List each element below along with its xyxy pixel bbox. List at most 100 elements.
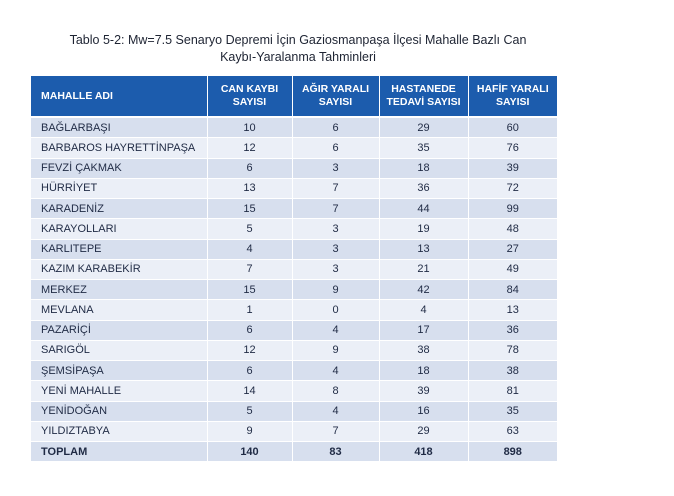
cell-can-kaybi: 6: [207, 360, 293, 382]
cell-hastanede-tedavi: 38: [379, 340, 469, 362]
cell-hastanede-tedavi: 19: [379, 218, 469, 240]
cell-can-kaybi: 5: [207, 401, 293, 422]
cell-mahalle: PAZARİÇİ: [31, 320, 208, 341]
table-body: BAĞLARBAŞI 10 6 29 60 BARBAROS HAYRETTİNPAŞA 1…: [31, 117, 557, 463]
cell-agir-yarali: 4: [292, 401, 380, 422]
cell-mahalle: SARIGÖL: [31, 340, 208, 362]
cell-hafif-yarali: 84: [468, 279, 557, 301]
header-mahalle: MAHALLE ADI: [31, 76, 208, 118]
cell-hafif-yarali: 49: [468, 259, 557, 281]
cell-hafif-yarali: 99: [468, 198, 557, 220]
cell-agir-yarali: 6: [292, 137, 380, 159]
cell-mahalle: FEVZİ ÇAKMAK: [31, 158, 208, 179]
table-row: BAĞLARBAŞI 10 6 29 60: [31, 117, 557, 139]
cell-hafif-yarali: 27: [468, 239, 557, 260]
cell-agir-yarali: 4: [292, 360, 380, 382]
cell-hafif-yarali: 38: [468, 360, 557, 382]
cell-can-kaybi: 6: [207, 158, 293, 179]
total-cell-hafif-yarali: 898: [468, 441, 557, 463]
cell-can-kaybi: 10: [207, 117, 293, 139]
cell-can-kaybi: 6: [207, 320, 293, 341]
table-caption: Tablo 5-2: Mw=7.5 Senaryo Depremi İçin G…: [38, 32, 558, 66]
cell-hafif-yarali: 81: [468, 380, 557, 402]
cell-hafif-yarali: 35: [468, 401, 557, 422]
cell-mahalle: ŞEMSİPAŞA: [31, 360, 208, 382]
cell-hastanede-tedavi: 17: [379, 320, 469, 341]
cell-mahalle: MEVLANA: [31, 299, 208, 321]
cell-hastanede-tedavi: 4: [379, 299, 469, 321]
table-row: KARADENİZ 15 7 44 99: [31, 198, 557, 220]
cell-mahalle: KAZIM KARABEKİR: [31, 259, 208, 281]
caption-line-2: Kaybı-Yaralanma Tahminleri: [220, 50, 376, 64]
table-row: MEVLANA 1 0 4 13: [31, 299, 557, 321]
cell-can-kaybi: 1: [207, 299, 293, 321]
cell-hastanede-tedavi: 29: [379, 117, 469, 139]
cell-can-kaybi: 12: [207, 137, 293, 159]
total-cell-hastanede-tedavi: 418: [379, 441, 469, 463]
cell-hastanede-tedavi: 35: [379, 137, 469, 159]
cell-can-kaybi: 13: [207, 178, 293, 200]
header-hastanede-tedavi: HASTANEDE TEDAVİ SAYISI: [379, 76, 469, 118]
table-header: MAHALLE ADI CAN KAYBI SAYISI AĞIR YARALI S…: [31, 76, 557, 118]
cell-hastanede-tedavi: 18: [379, 158, 469, 179]
total-row: TOPLAM 140 83 418 898: [31, 441, 557, 463]
cell-hafif-yarali: 78: [468, 340, 557, 362]
cell-agir-yarali: 3: [292, 239, 380, 260]
table-row: MERKEZ 15 9 42 84: [31, 279, 557, 301]
table-row: BARBAROS HAYRETTİNPAŞA 12 6 35 76: [31, 137, 557, 159]
table-row: ŞEMSİPAŞA 6 4 18 38: [31, 360, 557, 382]
cell-hastanede-tedavi: 29: [379, 421, 469, 443]
cell-agir-yarali: 0: [292, 299, 380, 321]
table-row: KAZIM KARABEKİR 7 3 21 49: [31, 259, 557, 281]
cell-agir-yarali: 3: [292, 158, 380, 179]
cell-agir-yarali: 7: [292, 421, 380, 443]
cell-hastanede-tedavi: 18: [379, 360, 469, 382]
cell-hastanede-tedavi: 13: [379, 239, 469, 260]
cell-hastanede-tedavi: 36: [379, 178, 469, 200]
cell-can-kaybi: 9: [207, 421, 293, 443]
cell-hafif-yarali: 76: [468, 137, 557, 159]
cell-mahalle: YILDIZTABYA: [31, 421, 208, 443]
cell-hastanede-tedavi: 21: [379, 259, 469, 281]
caption-line-1: Tablo 5-2: Mw=7.5 Senaryo Depremi İçin G…: [69, 33, 527, 47]
cell-hastanede-tedavi: 39: [379, 380, 469, 402]
table-row: FEVZİ ÇAKMAK 6 3 18 39: [31, 158, 557, 179]
cell-can-kaybi: 4: [207, 239, 293, 260]
cell-hastanede-tedavi: 44: [379, 198, 469, 220]
cell-hafif-yarali: 36: [468, 320, 557, 341]
table-row: KARAYOLLARI 5 3 19 48: [31, 218, 557, 240]
cell-can-kaybi: 15: [207, 198, 293, 220]
cell-mahalle: KARLITEPE: [31, 239, 208, 260]
table-row: SARIGÖL 12 9 38 78: [31, 340, 557, 362]
cell-mahalle: MERKEZ: [31, 279, 208, 301]
cell-hafif-yarali: 13: [468, 299, 557, 321]
table-row: YILDIZTABYA 9 7 29 63: [31, 421, 557, 443]
table-row: YENİDOĞAN 5 4 16 35: [31, 401, 557, 422]
table-row: HÜRRİYET 13 7 36 72: [31, 178, 557, 200]
table-row: PAZARİÇİ 6 4 17 36: [31, 320, 557, 341]
cell-can-kaybi: 14: [207, 380, 293, 402]
cell-can-kaybi: 12: [207, 340, 293, 362]
table-row: KARLITEPE 4 3 13 27: [31, 239, 557, 260]
cell-hafif-yarali: 39: [468, 158, 557, 179]
cell-hafif-yarali: 72: [468, 178, 557, 200]
cell-mahalle: BAĞLARBAŞI: [31, 117, 208, 139]
cell-can-kaybi: 7: [207, 259, 293, 281]
cell-hastanede-tedavi: 42: [379, 279, 469, 301]
total-cell-can-kaybi: 140: [207, 441, 293, 463]
cell-hastanede-tedavi: 16: [379, 401, 469, 422]
cell-mahalle: KARAYOLLARI: [31, 218, 208, 240]
casualty-table: MAHALLE ADI CAN KAYBI SAYISI AĞIR YARALI S…: [31, 76, 557, 463]
cell-agir-yarali: 3: [292, 218, 380, 240]
cell-agir-yarali: 7: [292, 198, 380, 220]
cell-agir-yarali: 9: [292, 279, 380, 301]
cell-mahalle: KARADENİZ: [31, 198, 208, 220]
cell-agir-yarali: 4: [292, 320, 380, 341]
total-cell-mahalle: TOPLAM: [31, 441, 208, 463]
cell-can-kaybi: 5: [207, 218, 293, 240]
cell-can-kaybi: 15: [207, 279, 293, 301]
cell-mahalle: YENİ MAHALLE: [31, 380, 208, 402]
total-cell-agir-yarali: 83: [292, 441, 380, 463]
cell-hafif-yarali: 63: [468, 421, 557, 443]
header-hafif-yarali: HAFİF YARALI SAYISI: [468, 76, 557, 118]
